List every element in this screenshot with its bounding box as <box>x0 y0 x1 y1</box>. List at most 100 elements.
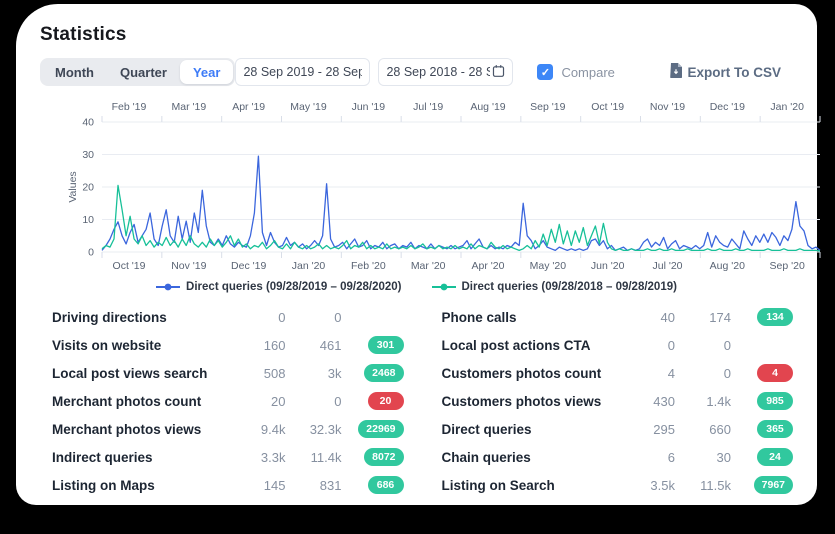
stats-column-left: Driving directions 0 0 Visits on website… <box>52 303 404 499</box>
stat-label: Indirect queries <box>52 449 153 465</box>
stat-label: Phone calls <box>441 309 517 325</box>
compare-checkbox[interactable]: ✓ Compare <box>537 64 615 80</box>
svg-text:Oct '19: Oct '19 <box>591 101 624 113</box>
svg-text:Jan '20: Jan '20 <box>770 101 804 113</box>
badge-slot: 301 <box>342 336 404 354</box>
legend-item-0[interactable]: Direct queries (09/28/2019 – 09/28/2020) <box>156 281 402 293</box>
stat-row: Listing on Search 3.5k 11.5k 7967 <box>441 471 793 499</box>
stat-value-current: 660 <box>709 421 731 437</box>
stats-table: Driving directions 0 0 Visits on website… <box>40 303 793 499</box>
badge-slot: 134 <box>731 308 793 326</box>
chart-area[interactable]: 0 10 20 30 40 Values Feb '19 Oct '19 Mar '19 Nov … <box>40 98 821 279</box>
stat-label: Chain queries <box>441 449 531 465</box>
stat-value-previous: 3.3k <box>260 449 286 465</box>
chart-legend: Direct queries (09/28/2019 – 09/28/2020)… <box>40 281 793 293</box>
stat-label: Direct queries <box>441 421 532 437</box>
calendar-icon <box>492 64 505 81</box>
svg-text:Dec '19: Dec '19 <box>710 101 745 113</box>
svg-text:Jun '20: Jun '20 <box>591 260 625 272</box>
tab-quarter[interactable]: Quarter <box>107 60 180 84</box>
stat-value-current: 0 <box>723 337 731 353</box>
stat-value-previous: 145 <box>263 477 286 493</box>
stat-value-current: 174 <box>709 309 731 325</box>
svg-text:20: 20 <box>82 182 94 194</box>
stat-label: Driving directions <box>52 309 167 325</box>
stat-label: Customers photos count <box>441 365 602 381</box>
svg-text:Jul '20: Jul '20 <box>652 260 682 272</box>
stat-delta-badge: 4 <box>757 364 793 382</box>
badge-slot: 7967 <box>731 476 793 494</box>
badge-slot: 22969 <box>342 420 404 438</box>
stat-row: Listing on Maps 145 831 686 <box>52 471 404 499</box>
stat-value-current: 3k <box>327 365 342 381</box>
stat-value-previous: 295 <box>653 421 675 437</box>
stat-value-previous: 3.5k <box>650 477 675 493</box>
badge-slot: 985 <box>731 392 793 410</box>
svg-text:Oct '19: Oct '19 <box>113 260 146 272</box>
svg-text:Aug '20: Aug '20 <box>710 260 745 272</box>
badge-slot: 686 <box>342 476 404 494</box>
stat-row: Merchant photos views 9.4k 32.3k 22969 <box>52 415 404 443</box>
stat-value-current: 0 <box>334 309 342 325</box>
stat-label: Local post views search <box>52 365 208 381</box>
stat-delta-badge: 22969 <box>358 420 404 438</box>
stat-label: Visits on website <box>52 337 162 353</box>
period-tab-group: Month Quarter Year <box>40 58 236 86</box>
date-range-compare[interactable]: 28 Sep 2018 - 28 Sep <box>378 58 514 86</box>
svg-text:Nov '19: Nov '19 <box>171 260 206 272</box>
stat-delta-badge: 20 <box>367 392 404 410</box>
stat-label: Customers photos views <box>441 393 602 409</box>
legend-item-1[interactable]: Direct queries (09/28/2018 – 09/28/2019) <box>431 281 677 293</box>
svg-text:Jan '20: Jan '20 <box>292 260 326 272</box>
stat-value-previous: 20 <box>271 393 286 409</box>
badge-slot <box>342 314 404 320</box>
date-range-compare-value: 28 Sep 2018 - 28 Sep <box>386 65 490 79</box>
stats-column-right: Phone calls 4 0 174 134 Local post action… <box>441 303 794 499</box>
stat-value-previous: 508 <box>263 365 286 381</box>
stat-value-previous: 9.4k <box>260 421 286 437</box>
tab-month[interactable]: Month <box>42 60 107 84</box>
stat-label: Local post actions CTA <box>441 337 591 353</box>
svg-text:Jun '19: Jun '19 <box>352 101 386 113</box>
stat-value-previous: 4 <box>667 365 675 381</box>
badge-slot: 24 <box>731 448 793 466</box>
legend-label: Direct queries (09/28/2019 – 09/28/2020) <box>186 281 402 293</box>
stat-value-previous: 6 <box>667 449 675 465</box>
stat-row: Local post actions CTA 0 0 <box>442 331 794 359</box>
stat-delta-badge: 134 <box>757 308 793 326</box>
badge-slot <box>731 342 793 348</box>
legend-marker-icon <box>156 283 181 291</box>
svg-text:Apr '19: Apr '19 <box>232 101 265 113</box>
tab-year[interactable]: Year <box>179 60 234 84</box>
svg-text:Sep '20: Sep '20 <box>770 260 805 272</box>
export-file-icon <box>670 63 683 81</box>
stat-value-previous: 0 <box>667 337 675 353</box>
svg-text:Feb '19: Feb '19 <box>112 101 147 113</box>
stat-label: Merchant photos views <box>52 421 202 437</box>
badge-slot: 8072 <box>342 448 404 466</box>
stat-value-current: 11.5k <box>700 477 731 493</box>
line-chart[interactable]: 0 10 20 30 40 Values Feb '19 Oct '19 Mar '19 Nov … <box>46 98 826 274</box>
svg-text:Values: Values <box>67 171 79 202</box>
stat-label: Listing on Search <box>441 477 555 493</box>
svg-text:Mar '20: Mar '20 <box>411 260 446 272</box>
svg-text:Sep '19: Sep '19 <box>530 101 565 113</box>
stat-value-current: 831 <box>319 477 342 493</box>
checkbox-checked-icon: ✓ <box>537 64 554 80</box>
svg-text:Nov '19: Nov '19 <box>650 101 685 113</box>
stat-row: Driving directions 0 0 <box>52 303 404 331</box>
export-csv-button[interactable]: Export To CSV <box>670 63 781 81</box>
legend-label: Direct queries (09/28/2018 – 09/28/2019) <box>461 281 677 293</box>
stat-value-current: 0 <box>723 365 731 381</box>
compare-label: Compare <box>561 64 615 80</box>
stat-row: Customers photos views 430 1.4k 985 <box>441 387 793 415</box>
badge-slot: 20 <box>342 392 404 410</box>
stat-row: Local post views search 508 3k 2468 <box>52 359 404 387</box>
svg-text:Jul '19: Jul '19 <box>413 101 443 113</box>
date-range-primary[interactable]: 28 Sep 2019 - 28 Sep 2 <box>235 58 371 86</box>
date-range-primary-value: 28 Sep 2019 - 28 Sep 2 <box>243 65 363 79</box>
controls-bar: Month Quarter Year 28 Sep 2019 - 28 Sep 2 … <box>40 58 793 86</box>
stat-delta-badge: 2468 <box>364 364 404 382</box>
stat-value-current: 30 <box>716 449 731 465</box>
stat-value-current: 0 <box>334 393 342 409</box>
